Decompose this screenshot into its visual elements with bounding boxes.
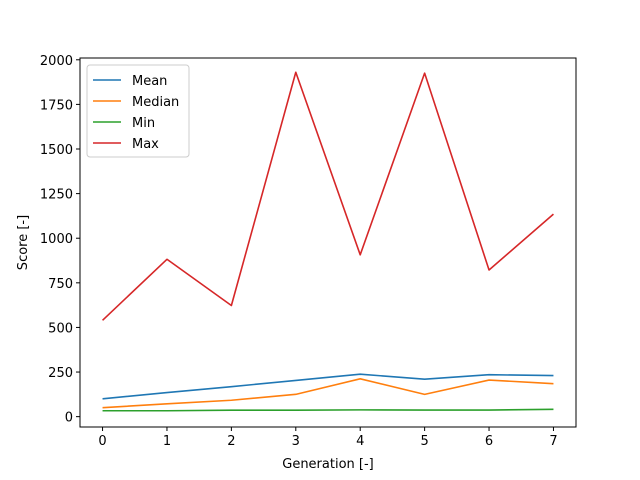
y-axis-label: Score [-]	[16, 215, 31, 270]
y-tick-label: 0	[65, 411, 73, 426]
legend-label-max: Max	[132, 137, 159, 152]
x-tick-label: 3	[292, 434, 300, 449]
plot-frame	[79, 57, 577, 428]
x-tick-label: 2	[227, 434, 235, 449]
x-tick-label: 0	[98, 434, 106, 449]
y-tick-label: 500	[48, 321, 73, 336]
x-tick-label: 7	[549, 434, 557, 449]
series-line-max	[101, 71, 554, 321]
series-layer	[101, 71, 554, 412]
legend-box	[86, 64, 190, 158]
ticks-layer: 0 1 2 3 4 5 6 7 0 250 500 750 1000 1250 1500 1750 2000	[40, 54, 558, 449]
x-tick-label: 4	[356, 434, 364, 449]
x-tick-label: 6	[485, 434, 493, 449]
legend-label-mean: Mean	[132, 74, 167, 89]
y-tick-label: 2000	[40, 54, 73, 69]
x-tick-label: 1	[163, 434, 171, 449]
y-tick-label: 750	[48, 277, 73, 292]
y-tick-label: 1250	[40, 188, 73, 203]
x-axis-label: Generation [-]	[282, 457, 374, 472]
x-tick-label: 5	[420, 434, 428, 449]
y-tick-label: 1500	[40, 143, 73, 158]
legend-label-median: Median	[132, 95, 179, 110]
y-tick-label: 250	[48, 366, 73, 381]
series-line-min	[102, 408, 554, 412]
y-tick-label: 1000	[40, 232, 73, 247]
y-tick-label: 1750	[40, 98, 73, 113]
legend: Mean Median Min Max	[86, 64, 190, 158]
legend-label-min: Min	[132, 116, 155, 131]
series-line-median	[102, 378, 554, 409]
series-line-mean	[102, 373, 554, 400]
